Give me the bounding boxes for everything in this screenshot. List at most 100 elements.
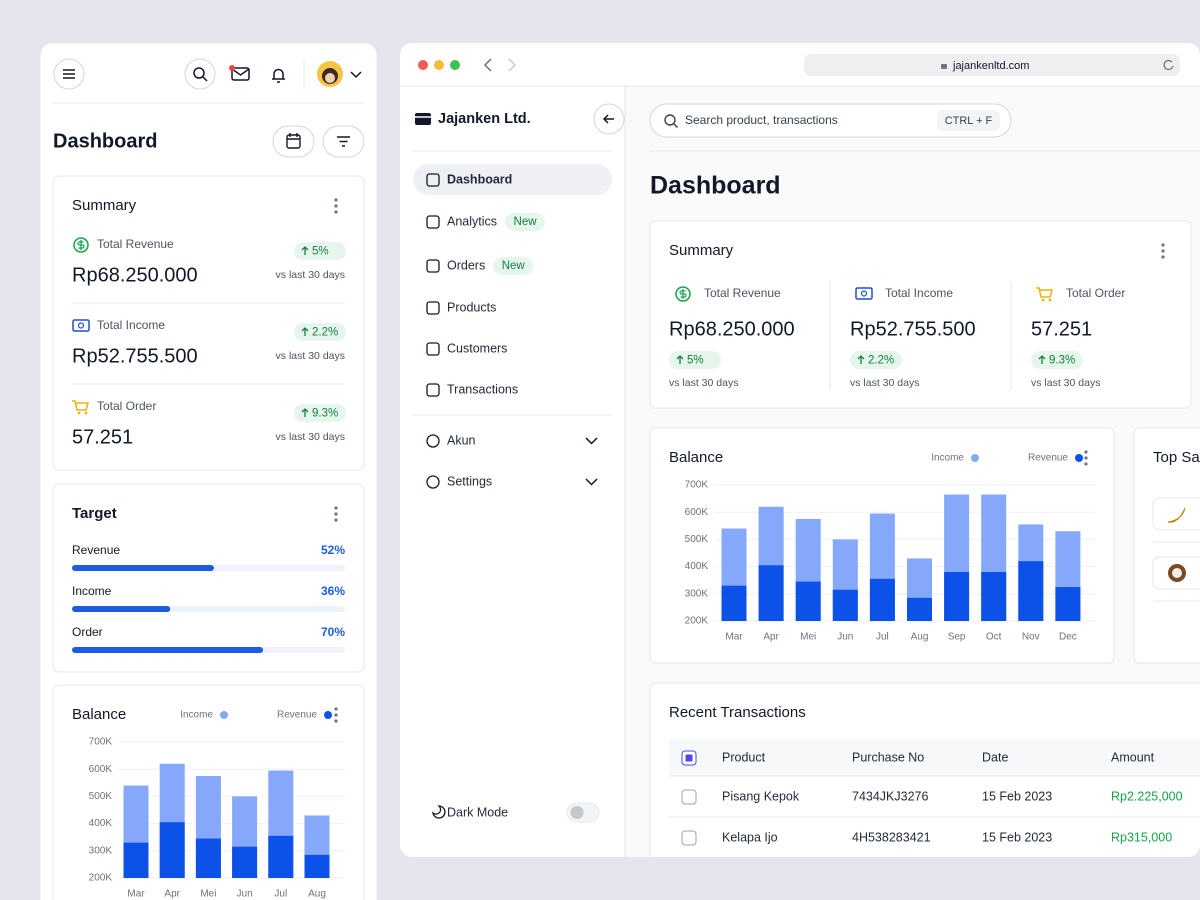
bar	[869, 578, 895, 621]
x-tick-label: Mar	[127, 889, 145, 900]
table-header-bg	[669, 739, 1200, 776]
y-tick-label: 700K	[89, 737, 113, 748]
chevron[interactable]	[350, 71, 362, 79]
y-tick-label: 200K	[685, 616, 709, 627]
more-dot	[334, 707, 338, 711]
nav-item[interactable]: Transactions	[447, 382, 518, 396]
url-bar[interactable]	[804, 54, 1180, 76]
new-badge-label: New	[514, 216, 538, 228]
nav-active	[413, 164, 612, 195]
card-title: Top Sales	[1153, 449, 1200, 466]
top-sales-card	[1133, 427, 1200, 664]
x-tick-label: Oct	[986, 632, 1002, 643]
revenue-icon	[73, 237, 89, 253]
nav-icon	[426, 259, 440, 273]
income-icon-coin	[860, 290, 868, 297]
search-button[interactable]	[184, 58, 216, 90]
menu-icon	[63, 69, 75, 79]
page-title: Dashboard	[650, 172, 781, 200]
y-tick-label: 700K	[685, 480, 709, 491]
change-label: 9.3%	[312, 408, 338, 420]
change-badge	[294, 242, 346, 260]
more-dot	[334, 506, 338, 510]
table-cell: Rp2.225,000	[1111, 789, 1183, 803]
reload-icon[interactable]	[1163, 59, 1174, 70]
nav-item[interactable]: Settings	[447, 474, 492, 488]
change-label: 5%	[687, 355, 704, 367]
nav-item[interactable]: Customers	[447, 341, 507, 355]
progress-fill	[72, 606, 171, 612]
nav-item[interactable]: Orders	[447, 258, 485, 272]
up-arrow	[301, 327, 309, 336]
table-cell: Kelapa Ijo	[722, 830, 778, 844]
change-label: 5%	[312, 246, 329, 258]
target-value: 52%	[321, 543, 345, 557]
change-label: 2.2%	[868, 355, 894, 367]
window-maximize[interactable]	[450, 60, 460, 70]
summary-value: Rp68.250.000	[72, 264, 198, 286]
nav-icon	[426, 173, 440, 187]
summary-card	[52, 175, 365, 471]
table-cell: Rp315,000	[1111, 830, 1172, 844]
card-title: Target	[72, 505, 117, 522]
more-dot	[1161, 249, 1165, 253]
x-tick-label: Dec	[1059, 632, 1077, 643]
banana-icon	[1167, 507, 1186, 523]
table-cell: 4H538283421	[852, 830, 931, 844]
nav-item[interactable]: Akun	[447, 433, 476, 447]
change-label: 2.2%	[312, 327, 338, 339]
row-checkbox[interactable]	[681, 789, 697, 805]
new-badge-label: New	[502, 260, 526, 272]
more-dot	[1161, 255, 1165, 259]
back-arrow[interactable]	[483, 58, 492, 72]
progress-fill	[72, 647, 264, 653]
more-dot	[1161, 243, 1165, 247]
order-icon-wheel	[1048, 298, 1052, 302]
x-tick-label: Mar	[725, 632, 743, 643]
summary-label: Total Order	[1066, 286, 1125, 300]
avatar-face	[325, 73, 335, 83]
bar	[944, 572, 970, 621]
target-label: Income	[72, 584, 112, 598]
target-value: 70%	[321, 625, 345, 639]
bar	[268, 835, 294, 878]
x-tick-label: Jul	[876, 632, 889, 643]
url: jajankenltd.com	[952, 60, 1029, 72]
more-dot	[334, 210, 338, 214]
order-icon	[1036, 287, 1053, 298]
target-label: Order	[72, 625, 103, 639]
mail-dot	[229, 65, 235, 71]
nav-item[interactable]: Dashboard	[447, 172, 512, 186]
forward-arrow[interactable]	[508, 58, 517, 72]
y-tick-label: 600K	[89, 764, 113, 775]
bell-icon[interactable]	[272, 68, 285, 83]
nav-item[interactable]: Analytics	[447, 214, 497, 228]
y-tick-label: 400K	[685, 561, 709, 572]
summary-note: vs last 30 days	[276, 269, 345, 281]
column-header: Amount	[1111, 750, 1155, 764]
chart-title: Balance	[72, 706, 126, 723]
summary-label: Total Income	[97, 318, 165, 332]
summary-label: Total Income	[885, 286, 953, 300]
moon-icon	[432, 805, 446, 819]
y-tick-label: 200K	[89, 873, 113, 884]
nav-item[interactable]: Products	[447, 300, 496, 314]
calendar-icon-lines	[287, 133, 300, 140]
brand: Jajanken Ltd.	[438, 111, 531, 127]
mail-icon[interactable]	[231, 67, 250, 81]
row-checkbox[interactable]	[681, 830, 697, 846]
chart-title: Balance	[669, 449, 723, 466]
window-close[interactable]	[418, 60, 428, 70]
summary-value: Rp68.250.000	[669, 318, 795, 340]
checkbox-check	[685, 754, 693, 762]
search-box[interactable]	[649, 103, 1012, 138]
nav-icon	[426, 475, 440, 489]
filter-icon	[337, 136, 350, 147]
summary-value: 57.251	[1031, 318, 1092, 340]
calendar-button[interactable]	[272, 125, 315, 158]
window-minimize[interactable]	[434, 60, 444, 70]
x-tick-label: Apr	[164, 889, 180, 900]
toggle-knob	[570, 806, 584, 819]
chevron	[585, 437, 598, 445]
change-label: 9.3%	[1049, 355, 1075, 367]
